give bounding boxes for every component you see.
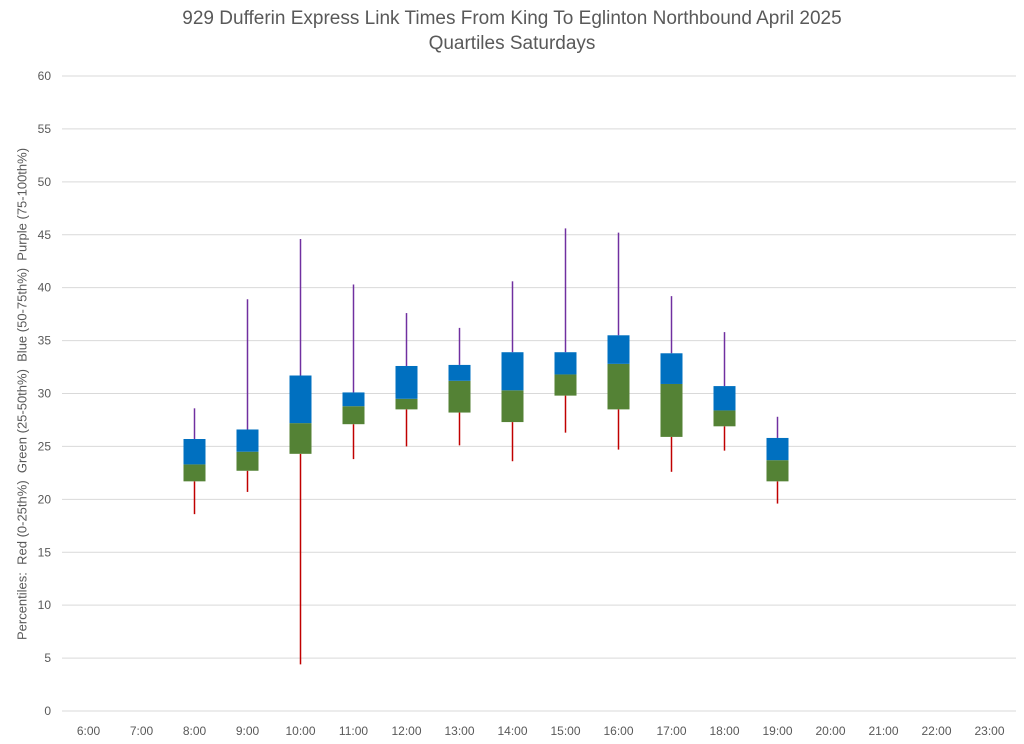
y-tick-label: 60 (38, 69, 52, 83)
upper-box (501, 352, 524, 391)
upper-box (183, 439, 206, 465)
y-tick-label: 50 (38, 175, 52, 189)
y-tick-label: 55 (38, 122, 52, 136)
x-tick-label: 19:00 (762, 724, 792, 738)
upper-box (448, 364, 471, 381)
box-group (607, 232, 630, 450)
x-tick-label: 17:00 (656, 724, 686, 738)
y-tick-label: 25 (38, 439, 52, 453)
box-group (766, 416, 789, 504)
x-tick-label: 23:00 (974, 724, 1004, 738)
y-tick-label: 30 (38, 387, 52, 401)
x-tick-label: 9:00 (236, 724, 260, 738)
upper-box (766, 437, 789, 461)
lower-box (660, 383, 683, 437)
box-group (236, 299, 259, 492)
box-group (395, 313, 418, 447)
y-tick-label: 20 (38, 492, 52, 506)
box-group (660, 296, 683, 472)
lower-box (395, 398, 418, 410)
box-group (554, 228, 577, 433)
x-axis-ticks: 6:00 7:00 8:00 9:00 10:00 11:00 12:00 13:00 14:0… (77, 724, 1005, 738)
lower-box (713, 410, 736, 427)
x-tick-label: 22:00 (921, 724, 951, 738)
x-tick-label: 20:00 (815, 724, 845, 738)
y-tick-label: 40 (38, 281, 52, 295)
lower-box (183, 464, 206, 482)
box-group (289, 238, 312, 665)
x-tick-label: 15:00 (550, 724, 580, 738)
upper-box (395, 365, 418, 399)
chart-subtitle: Quartiles Saturdays (428, 33, 596, 54)
lower-box (236, 451, 259, 471)
y-tick-label: 10 (38, 598, 52, 612)
x-tick-label: 8:00 (183, 724, 207, 738)
upper-box (236, 429, 259, 452)
x-tick-label: 21:00 (868, 724, 898, 738)
chart-title-line: 929 Dufferin Express Link Times From Kin… (182, 8, 842, 29)
x-tick-label: 16:00 (603, 724, 633, 738)
x-tick-label: 11:00 (339, 724, 368, 738)
box-group (342, 284, 365, 460)
x-tick-label: 18:00 (709, 724, 739, 738)
lower-box (289, 423, 312, 454)
y-tick-label: 15 (38, 545, 52, 559)
y-tick-label: 45 (38, 228, 52, 242)
x-tick-label: 12:00 (391, 724, 421, 738)
boxes (183, 228, 789, 665)
box-group (501, 281, 524, 462)
x-tick-label: 7:00 (130, 724, 154, 738)
box-group (713, 332, 736, 451)
upper-box (713, 386, 736, 411)
upper-box (289, 375, 312, 424)
y-axis-ticks: 0 5 10 15 20 25 30 35 40 45 50 55 60 (38, 69, 52, 718)
x-tick-label: 10:00 (285, 724, 315, 738)
lower-box (607, 363, 630, 410)
chart-title: 929 Dufferin Express Link Times From Kin… (0, 6, 1024, 56)
x-tick-label: 6:00 (77, 724, 101, 738)
upper-box (554, 352, 577, 375)
lower-box (342, 406, 365, 425)
upper-box (607, 335, 630, 364)
box-group (183, 408, 206, 515)
lower-box (448, 380, 471, 413)
upper-box (660, 353, 683, 384)
y-tick-label: 35 (38, 334, 52, 348)
x-tick-label: 14:00 (497, 724, 527, 738)
upper-box (342, 392, 365, 407)
y-tick-label: 5 (44, 651, 51, 665)
gridlines (62, 75, 1016, 712)
y-tick-label: 0 (44, 704, 51, 718)
x-tick-label: 13:00 (444, 724, 474, 738)
lower-box (554, 374, 577, 396)
lower-box (766, 460, 789, 482)
box-group (448, 327, 471, 446)
lower-box (501, 390, 524, 423)
